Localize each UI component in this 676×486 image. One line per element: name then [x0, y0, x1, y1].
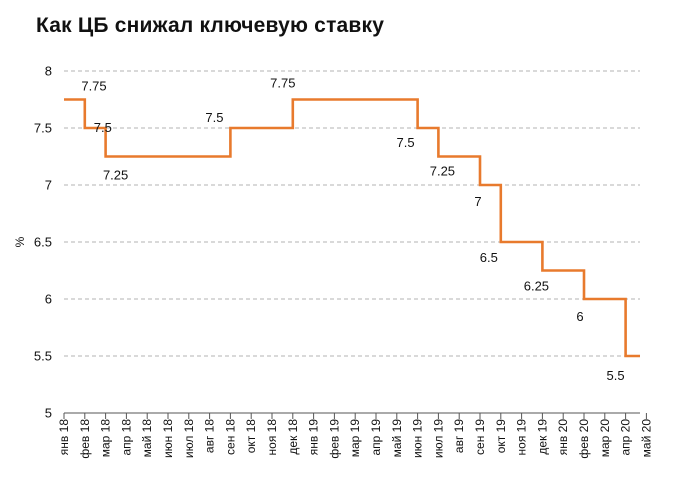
data-label: 7.5 [205, 110, 223, 125]
x-tick-label: дек 18 [286, 419, 300, 455]
chart-title: Как ЦБ снижал ключевую ставку [36, 14, 385, 37]
x-tick-label: фев 18 [78, 419, 92, 459]
x-tick-label: окт 19 [494, 419, 508, 454]
x-tick-label: ноя 19 [515, 419, 529, 456]
y-tick-label: 5.5 [34, 349, 52, 364]
x-tick-label: июл 18 [182, 419, 196, 458]
x-tick-label: май 19 [390, 419, 404, 458]
y-axis-title: % [13, 236, 27, 247]
x-tick-label: сен 19 [473, 419, 487, 455]
data-label: 6.5 [480, 250, 498, 265]
y-tick-label: 7.5 [34, 121, 52, 136]
x-tick-label: апр 18 [119, 419, 133, 456]
axis-layer: 5 5.5 6 6.5 7 7.5 8% янв 18 фев 18 мар 18 апр 18 ма… [13, 64, 653, 459]
x-tick-label: мар 18 [99, 419, 113, 458]
x-tick-label: авг 19 [452, 419, 466, 453]
line-layer [64, 98, 640, 358]
data-label: 7.25 [430, 164, 455, 179]
data-label: 7.25 [103, 168, 128, 183]
data-label: 6 [576, 309, 583, 324]
x-tick-label: июн 19 [411, 419, 425, 458]
data-label: 6.25 [524, 279, 549, 294]
data-label: 5.5 [607, 368, 625, 383]
x-tick-label: авг 18 [203, 419, 217, 453]
x-tick-label: апр 20 [619, 419, 633, 456]
data-label: 7.5 [94, 120, 112, 135]
x-tick-label: янв 19 [307, 419, 321, 456]
x-tick-label: дек 19 [535, 419, 549, 455]
x-tick-label: янв 20 [556, 419, 570, 456]
y-tick-label: 6 [45, 292, 52, 307]
rate-line [64, 98, 640, 358]
x-tick-label: июл 19 [431, 419, 445, 458]
data-label: 7.75 [81, 79, 106, 94]
x-tick-label: мар 19 [348, 419, 362, 458]
x-tick-label: ноя 18 [265, 419, 279, 456]
x-tick-label: фев 20 [577, 419, 591, 459]
data-label: 7.75 [270, 76, 295, 91]
x-tick-label: сен 18 [223, 419, 237, 455]
data-label: 7 [474, 194, 481, 209]
y-tick-label: 6.5 [34, 235, 52, 250]
grid-layer [64, 70, 640, 357]
x-tick-label: май 18 [140, 419, 154, 458]
x-tick-label: окт 18 [244, 419, 258, 454]
x-tick-label: июн 18 [161, 419, 175, 458]
x-tick-label: май 20 [639, 419, 653, 458]
x-tick-label: апр 19 [369, 419, 383, 456]
x-tick-label: янв 18 [57, 419, 71, 456]
y-tick-label: 7 [45, 178, 52, 193]
x-tick-label: мар 20 [598, 419, 612, 458]
x-tick-label: фев 19 [327, 419, 341, 459]
y-tick-label: 8 [45, 64, 52, 79]
y-tick-label: 5 [45, 406, 52, 421]
label-layer: 7.75 7.5 7.25 7.5 7.75 7.5 7.25 7 6.5 6.25 6 5.5 [81, 76, 624, 384]
data-label: 7.5 [397, 135, 415, 150]
